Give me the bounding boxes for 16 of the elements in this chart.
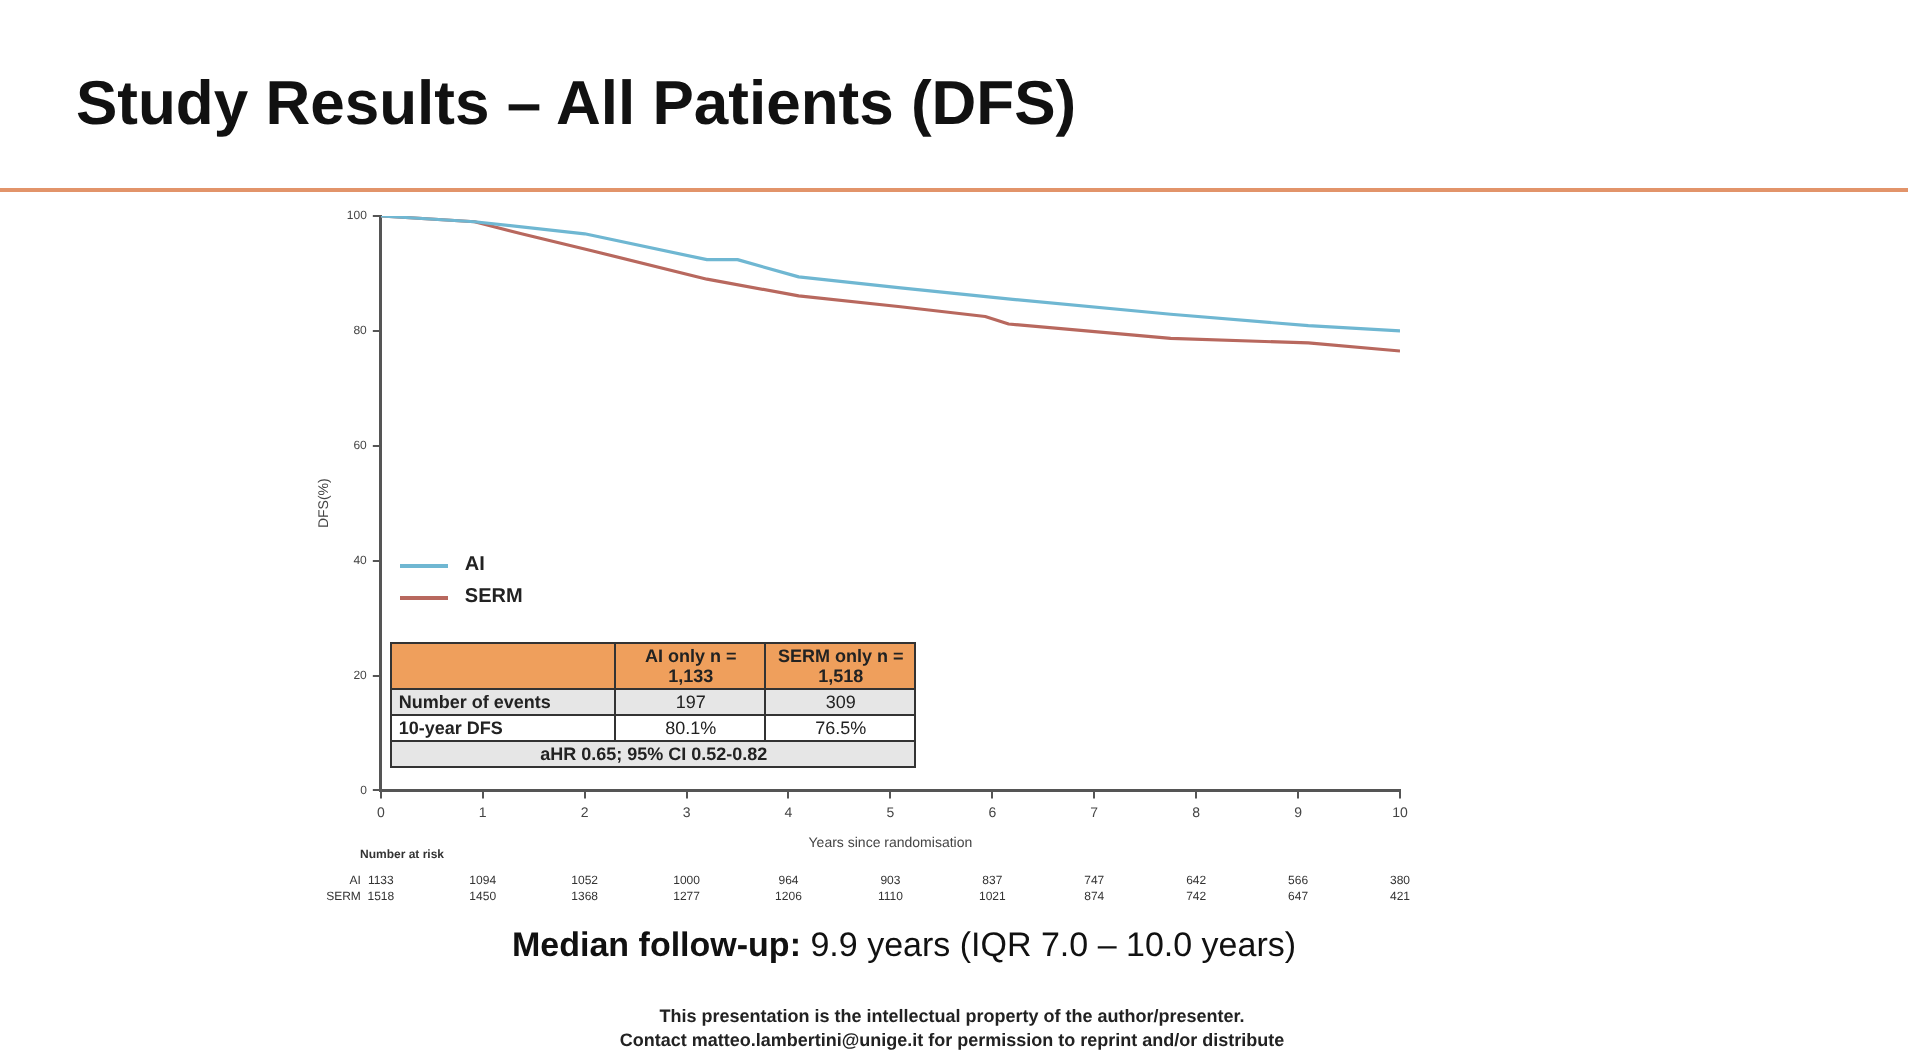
legend-label: AI: [464, 554, 485, 577]
text: 9.9 years (IQR 7.0 – 10.0 years): [810, 926, 1297, 964]
annotation: 76.5%: [765, 715, 916, 742]
annotation: 197: [615, 689, 766, 716]
annotation: AI only n = 1,133: [615, 643, 766, 690]
legend-label: SERM: [464, 586, 523, 609]
annotation: 309: [765, 689, 916, 716]
text: Contact matteo.lambertini@unige.it for permission to reprint and/or distribute: [619, 1030, 1285, 1050]
annotation: aHR 0.65; 95% CI 0.52-0.82: [391, 741, 916, 768]
text: Median follow-up:: [512, 926, 801, 964]
text: This presentation is the intellectual property of the author/presenter.: [659, 1006, 1245, 1026]
annotation: Number of events: [391, 689, 616, 716]
chart-title: Study Results – All Patients (DFS): [76, 68, 1077, 140]
annotation: SERM only n = 1,518: [765, 643, 916, 690]
annotation: 10-year DFS: [391, 715, 616, 742]
annotation: 80.1%: [615, 715, 766, 742]
